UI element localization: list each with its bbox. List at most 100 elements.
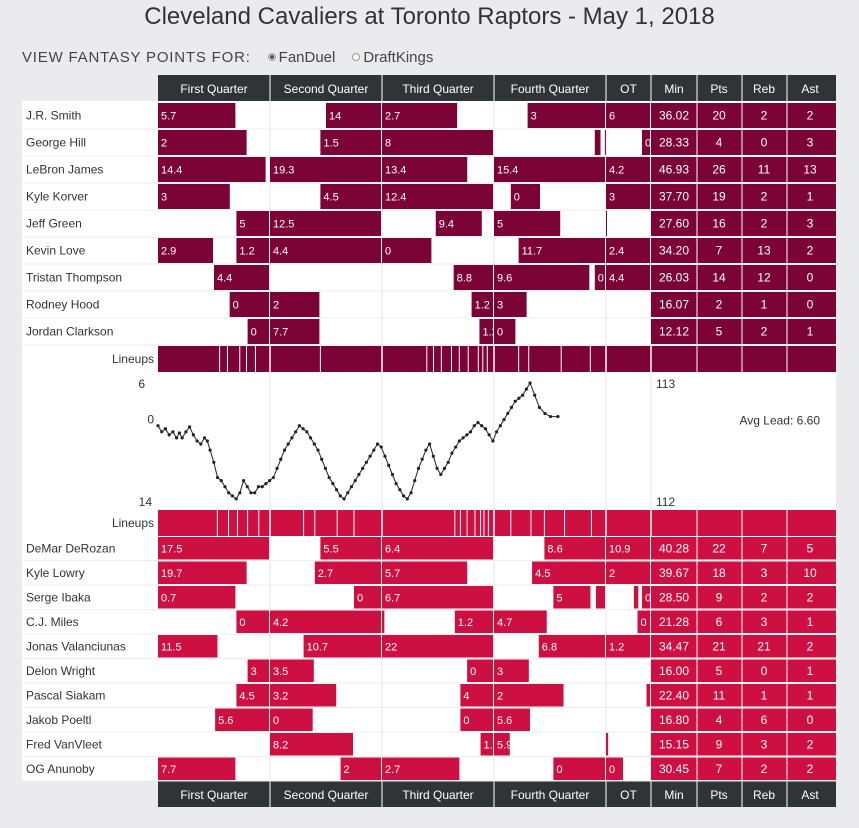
home-stint-bar [340, 757, 381, 780]
away-stat-value: 16.07 [659, 298, 689, 312]
home-stat-value: 0 [807, 713, 814, 727]
away-stint-bar [158, 238, 213, 263]
away-player-name: Kevin Love [26, 244, 86, 258]
lead-point [279, 457, 283, 461]
home-stint-bar [382, 757, 460, 780]
lead-point [416, 466, 421, 470]
away-stint-bar [158, 184, 230, 209]
home-stint-bar [494, 708, 530, 731]
header-bottom-period-label: Third Quarter [402, 788, 473, 802]
home-stat-value: 16.80 [659, 713, 689, 727]
away-player-name: Rodney Hood [26, 298, 99, 312]
away-stat-value: 0 [807, 298, 814, 312]
fanduel-label[interactable]: FanDuel [278, 49, 336, 66]
home-stint-fp: 8.6 [547, 543, 562, 555]
away-stint-fp: 4.5 [323, 192, 338, 204]
away-stat-value: 1 [807, 190, 814, 204]
lead-axis-top-label: 6 [138, 377, 145, 391]
away-stint-bar [158, 130, 247, 155]
away-stint-bar [236, 211, 269, 236]
home-stint-bar [460, 708, 493, 731]
draftkings-label[interactable]: DraftKings [363, 49, 434, 66]
away-stat-cells [651, 184, 836, 209]
lead-point [327, 475, 331, 480]
draftkings-radio-icon[interactable] [352, 53, 361, 61]
away-stat-value: 26.03 [659, 271, 689, 285]
home-stint-bar [382, 561, 468, 584]
home-stint-bar [480, 733, 493, 756]
away-stat-value: 12.12 [659, 325, 689, 339]
home-player-name: Serge Ibaka [26, 590, 91, 604]
draftkings-option[interactable]: DraftKings [352, 49, 433, 66]
fantasy-source-selector: VIEW FANTASY POINTS FOR: FanDuel DraftKi… [22, 49, 433, 66]
away-stint-fp: 0 [385, 246, 391, 258]
header-top-period-label: Second Quarter [284, 82, 369, 96]
away-stat-value: 34.20 [659, 244, 689, 258]
lead-point [472, 424, 476, 428]
away-stat-value: 5 [716, 325, 723, 339]
home-stint-fp: 8.2 [273, 739, 288, 751]
away-stint-fp: 7.7 [273, 327, 288, 339]
home-stat-value: 4 [716, 713, 723, 727]
away-stint-fp: 1.2 [239, 246, 254, 258]
header-bottom-bar [158, 781, 836, 807]
lead-point [454, 445, 458, 449]
home-stint-bar [158, 561, 247, 584]
home-stint-bar [494, 684, 564, 707]
away-stint-fp: 0 [514, 192, 520, 204]
home-stint-fp: 1.2 [609, 641, 624, 653]
away-stat-value: 2 [761, 109, 768, 123]
home-stint-fp: 0 [463, 715, 469, 727]
fanduel-radio-icon[interactable] [267, 53, 276, 61]
header-bottom-period-label: First Quarter [180, 788, 247, 802]
fanduel-option[interactable]: FanDuel [267, 49, 336, 66]
lead-point [308, 436, 313, 440]
away-stint-fp: 3 [531, 111, 537, 123]
away-stint-fp: 14 [329, 111, 341, 123]
lead-point [234, 497, 238, 501]
lead-point [506, 411, 510, 416]
lead-point [249, 491, 253, 495]
lead-point [320, 457, 324, 461]
lead-point [223, 485, 227, 489]
home-stint-fp: 19.7 [161, 568, 182, 580]
home-stint-fp: 3 [385, 617, 391, 629]
away-stat-value: 19 [712, 190, 726, 204]
home-stint-bar [270, 733, 353, 756]
away-stint-fp: 5 [497, 219, 503, 231]
lead-point [191, 433, 195, 437]
lead-point [394, 482, 398, 486]
lead-point [238, 491, 242, 495]
home-stat-value: 22 [712, 541, 726, 555]
lead-point [494, 430, 499, 434]
away-stint-fp: 4.4 [217, 273, 232, 285]
away-stint-fp: 0 [251, 327, 257, 339]
away-stint-fp: 9.4 [439, 219, 454, 231]
lead-point [480, 424, 484, 428]
away-stint-bar [606, 211, 607, 236]
home-stint-bar [494, 610, 547, 633]
lead-point [424, 448, 428, 452]
home-stint-bar [270, 610, 381, 633]
away-stint-fp: 8.8 [457, 273, 472, 285]
home-stat-value: 21 [712, 639, 726, 653]
lead-point [379, 445, 383, 449]
home-lineups-bar [158, 510, 836, 536]
home-lineups-label: Lineups [112, 516, 154, 530]
away-stint-bar [594, 265, 605, 290]
away-stat-value: 20 [712, 109, 726, 123]
lead-point [533, 393, 537, 397]
home-stint-fp: 0.7 [161, 592, 176, 604]
away-stat-cells [651, 319, 836, 344]
away-stint-fp: 3 [609, 192, 615, 204]
away-stint-bar [527, 103, 605, 128]
header-top-period-label: Third Quarter [402, 82, 473, 96]
lead-point [487, 433, 491, 437]
home-stint-bar [158, 757, 236, 780]
home-stint-fp: 0 [556, 764, 562, 776]
home-stat-value: 22.40 [659, 688, 689, 702]
game-title: Cleveland Cavaliers at Toronto Raptors -… [144, 3, 715, 30]
away-stat-value: 27.60 [659, 217, 689, 231]
lead-point [349, 485, 354, 489]
lead-point [461, 436, 465, 440]
